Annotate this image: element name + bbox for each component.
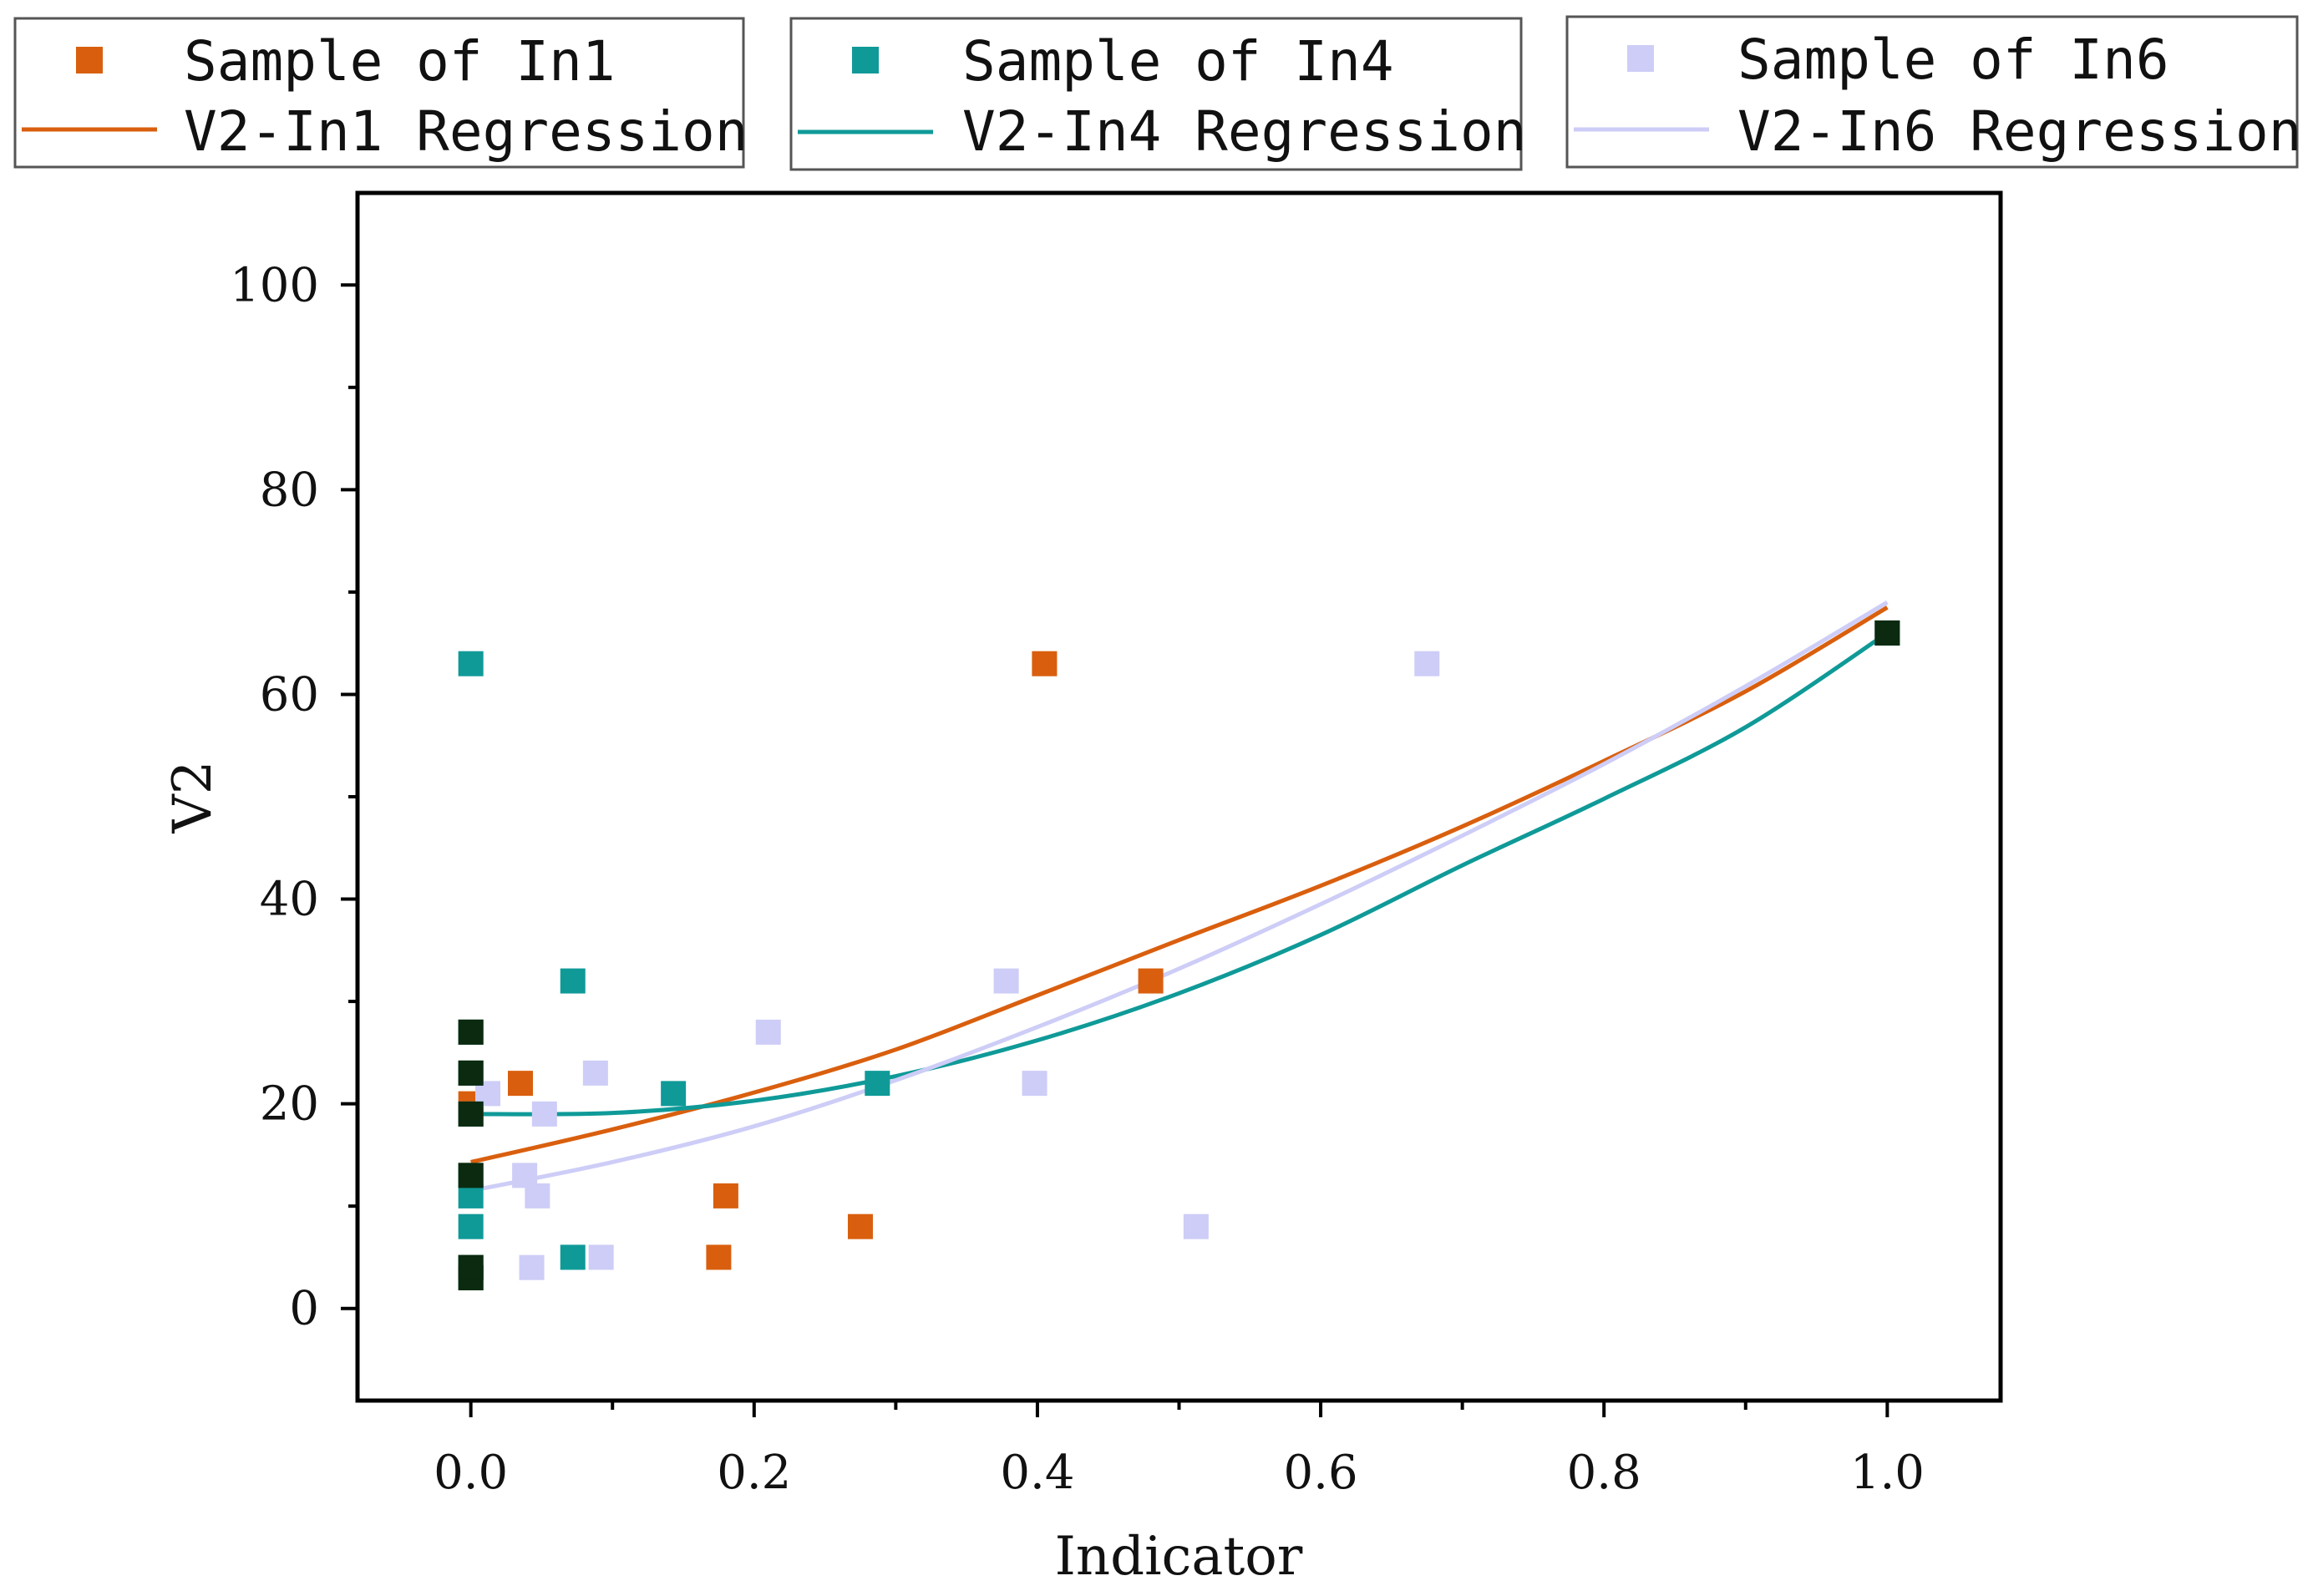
regression-line-v2-in4-regression <box>470 631 1889 1117</box>
y-tick-label: 100 <box>230 258 319 312</box>
x-tick-label: 0.8 <box>1567 1446 1641 1500</box>
point-overlapping-sample <box>458 1060 484 1086</box>
point-sample-of-in1 <box>706 1244 732 1270</box>
legend-in4: Sample of In4 V2-In4 Regression <box>789 17 1527 171</box>
point-sample-of-in6 <box>519 1254 545 1280</box>
legend-box-in1 <box>13 17 745 169</box>
regression-lines <box>470 600 1889 1193</box>
legend-box-in4 <box>789 17 1523 171</box>
point-overlapping-sample <box>458 1254 484 1280</box>
point-overlapping-sample <box>1874 620 1900 646</box>
legend-label-regression-in4: V2-In4 Regression <box>962 99 1527 164</box>
point-sample-of-in1 <box>508 1071 534 1097</box>
point-sample-of-in4 <box>560 1244 586 1270</box>
point-sample-of-in6 <box>993 968 1019 994</box>
y-tick-label: 0 <box>289 1282 319 1336</box>
axis-ticks <box>341 283 1889 1417</box>
legend-marker-in4 <box>852 47 879 73</box>
x-tick-label: 0.2 <box>717 1446 791 1500</box>
y-tick-label: 60 <box>260 667 319 722</box>
point-sample-of-in6 <box>531 1101 557 1127</box>
point-sample-of-in6 <box>525 1183 550 1208</box>
point-sample-of-in6 <box>1022 1071 1047 1097</box>
legend-label-regression-in6: V2-In6 Regression <box>1737 99 2302 164</box>
x-tick-label: 0.6 <box>1284 1446 1358 1500</box>
point-sample-of-in1 <box>847 1213 873 1239</box>
point-sample-of-in4 <box>865 1071 890 1097</box>
point-sample-of-in1 <box>1138 968 1164 994</box>
point-overlapping-sample <box>458 1019 484 1045</box>
point-sample-of-in4 <box>458 1213 484 1239</box>
legend-in6: Sample of In6 V2-In6 Regression <box>1565 15 2302 169</box>
legend-marker-in1 <box>76 47 103 73</box>
y-axis-title: V2 <box>162 761 224 834</box>
legend-marker-in6 <box>1627 45 1654 72</box>
y-tick-label: 40 <box>260 873 319 927</box>
point-sample-of-in4 <box>560 968 586 994</box>
y-tick-label: 80 <box>260 463 319 517</box>
x-tick-label: 0.4 <box>1000 1446 1074 1500</box>
legend-label-regression-in1: V2-In1 Regression <box>184 99 748 164</box>
point-sample-of-in4 <box>661 1081 687 1107</box>
x-axis-title: Indicator <box>1055 1526 1303 1588</box>
point-sample-of-in1 <box>713 1183 738 1208</box>
point-sample-of-in6 <box>1183 1213 1209 1239</box>
point-sample-of-in6 <box>1414 651 1440 676</box>
point-sample-of-in6 <box>582 1060 608 1086</box>
plot-frame <box>355 190 2003 1403</box>
point-sample-of-in6 <box>755 1019 781 1045</box>
legend-label-sample-in6: Sample of In6 <box>1737 28 2169 92</box>
point-sample-of-in6 <box>588 1244 614 1270</box>
y-tick-labels: 0 20 40 60 80 100 <box>230 258 319 1335</box>
point-sample-of-in1 <box>1032 651 1058 676</box>
point-overlapping-sample <box>458 1101 484 1127</box>
point-overlapping-sample <box>458 1163 484 1188</box>
sample-points <box>458 620 1900 1290</box>
legend-label-sample-in1: Sample of In1 <box>184 29 616 94</box>
x-tick-label: 1.0 <box>1850 1446 1925 1500</box>
y-tick-label: 20 <box>260 1077 319 1132</box>
x-tick-label: 0.0 <box>434 1446 508 1500</box>
regression-line-v2-in6-regression <box>470 600 1889 1193</box>
legend-label-sample-in4: Sample of In4 <box>962 29 1394 94</box>
x-tick-labels: 0.0 0.2 0.4 0.6 0.8 1.0 <box>434 1446 1925 1500</box>
point-sample-of-in4 <box>458 651 484 676</box>
legend-box-in6 <box>1565 15 2299 169</box>
legend-in1: Sample of In1 V2-In1 Regression <box>13 17 748 169</box>
